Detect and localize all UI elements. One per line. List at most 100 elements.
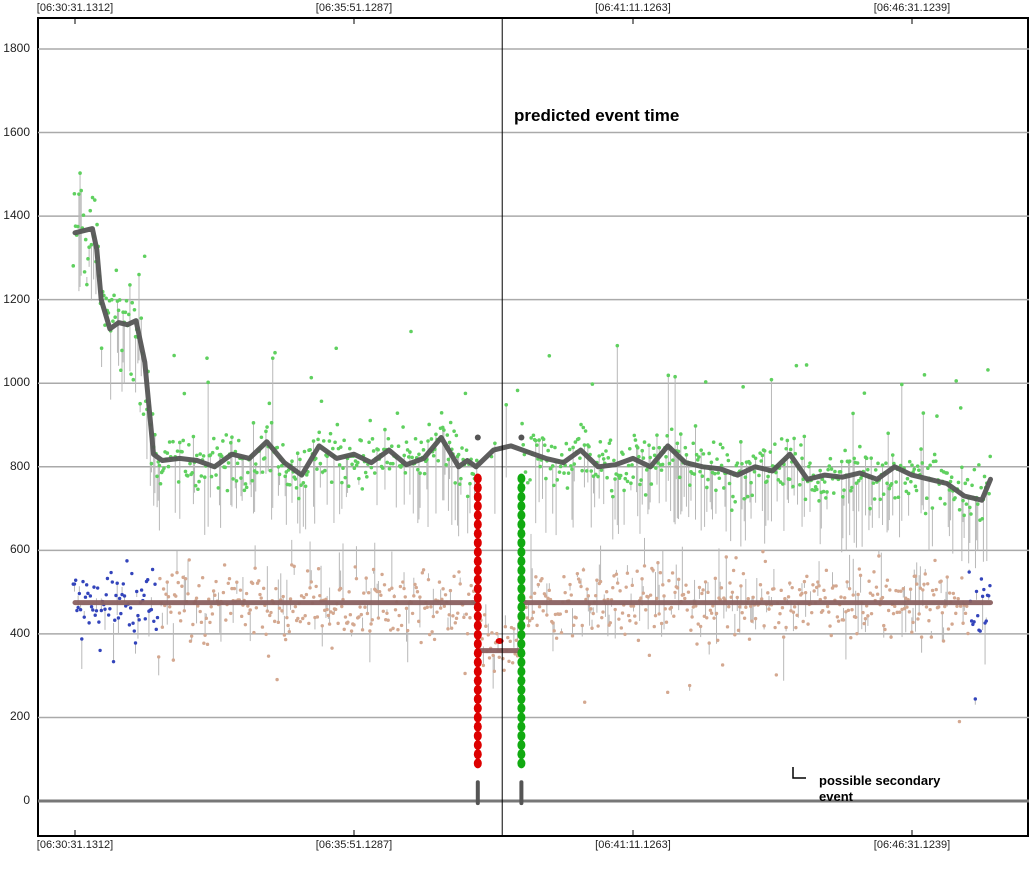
green-point — [529, 436, 533, 440]
tan-point — [353, 565, 357, 569]
tan-point — [613, 607, 617, 612]
tan-point — [437, 580, 442, 584]
green-point — [225, 488, 230, 493]
green-point — [535, 443, 539, 447]
tan-point — [364, 576, 368, 580]
tan-point — [862, 621, 866, 626]
green-point — [843, 448, 847, 453]
tan-point — [157, 655, 161, 659]
green-point — [884, 461, 888, 465]
green-point — [878, 497, 883, 502]
event-marker-dot — [473, 740, 482, 751]
tan-point — [547, 588, 551, 593]
green-point — [913, 484, 918, 489]
tan-point — [229, 611, 233, 616]
tan-point — [928, 607, 932, 612]
blue-point — [139, 588, 144, 592]
tan-point — [802, 579, 807, 584]
tan-point — [907, 610, 912, 614]
tan-point — [302, 595, 306, 600]
green-point — [642, 440, 647, 444]
green-point — [445, 433, 450, 437]
tan-point — [508, 639, 512, 644]
tan-point — [268, 613, 272, 618]
event-marker-dot — [473, 684, 482, 695]
green-point — [283, 474, 288, 479]
tan-point — [545, 613, 549, 617]
tan-point — [741, 571, 746, 576]
green-point — [964, 502, 969, 506]
tan-point — [667, 579, 671, 583]
tan-point — [960, 576, 964, 580]
green-point — [590, 382, 595, 386]
tan-point — [630, 583, 635, 588]
green-point — [334, 346, 339, 351]
tan-point — [655, 596, 659, 601]
tan-point — [525, 616, 530, 620]
tan-point — [380, 572, 384, 577]
tan-point — [507, 659, 511, 664]
tan-point — [647, 653, 652, 658]
green-point — [599, 468, 604, 472]
green-point — [841, 494, 845, 499]
event-marker-dot — [517, 547, 526, 558]
green-point — [419, 440, 424, 445]
blue-point — [82, 615, 86, 619]
tan-point — [222, 563, 227, 567]
tan-point — [858, 573, 863, 578]
blue-point — [110, 580, 115, 584]
green-point — [920, 461, 925, 465]
blue-point — [75, 608, 79, 613]
green-point — [439, 411, 444, 415]
green-point — [239, 476, 243, 480]
green-point — [130, 300, 134, 305]
green-point — [949, 475, 954, 480]
tan-point — [281, 594, 285, 599]
tan-point — [580, 623, 584, 628]
tan-point — [712, 616, 716, 620]
tan-point — [700, 591, 704, 596]
green-point — [548, 466, 553, 471]
green-point — [270, 356, 275, 360]
tan-point — [747, 637, 752, 641]
tan-point — [371, 567, 376, 572]
green-point — [208, 453, 213, 457]
blue-point — [155, 615, 160, 620]
tan-point — [631, 604, 636, 608]
tan-point — [178, 619, 183, 623]
green-point — [259, 435, 264, 440]
tan-point — [396, 628, 400, 632]
green-point — [268, 468, 273, 473]
tan-point — [182, 609, 187, 613]
tan-point — [574, 616, 578, 620]
green-point — [85, 282, 89, 287]
tan-point — [849, 636, 853, 640]
tan-point — [528, 618, 532, 623]
tan-point — [211, 589, 216, 593]
tan-point — [922, 582, 926, 587]
green-point — [600, 452, 605, 457]
tan-point — [467, 592, 471, 596]
green-point — [583, 429, 588, 433]
tan-point — [590, 626, 594, 630]
green-point — [717, 476, 722, 481]
tan-point — [564, 609, 569, 614]
green-point — [541, 437, 546, 442]
blue-point — [86, 591, 90, 596]
green-point — [880, 463, 885, 467]
blue-point — [72, 582, 77, 586]
green-point — [552, 483, 556, 488]
tan-point — [659, 621, 664, 626]
event-marker-dot — [473, 501, 482, 512]
green-point — [887, 486, 892, 491]
green-point — [316, 437, 320, 442]
green-point — [436, 458, 441, 463]
tan-point — [652, 624, 656, 629]
tan-point — [646, 595, 650, 599]
tan-point — [821, 609, 825, 613]
tan-point — [357, 615, 361, 619]
tan-point — [719, 586, 724, 590]
green-point — [559, 453, 564, 457]
tan-point — [895, 610, 899, 615]
green-point — [938, 496, 943, 501]
